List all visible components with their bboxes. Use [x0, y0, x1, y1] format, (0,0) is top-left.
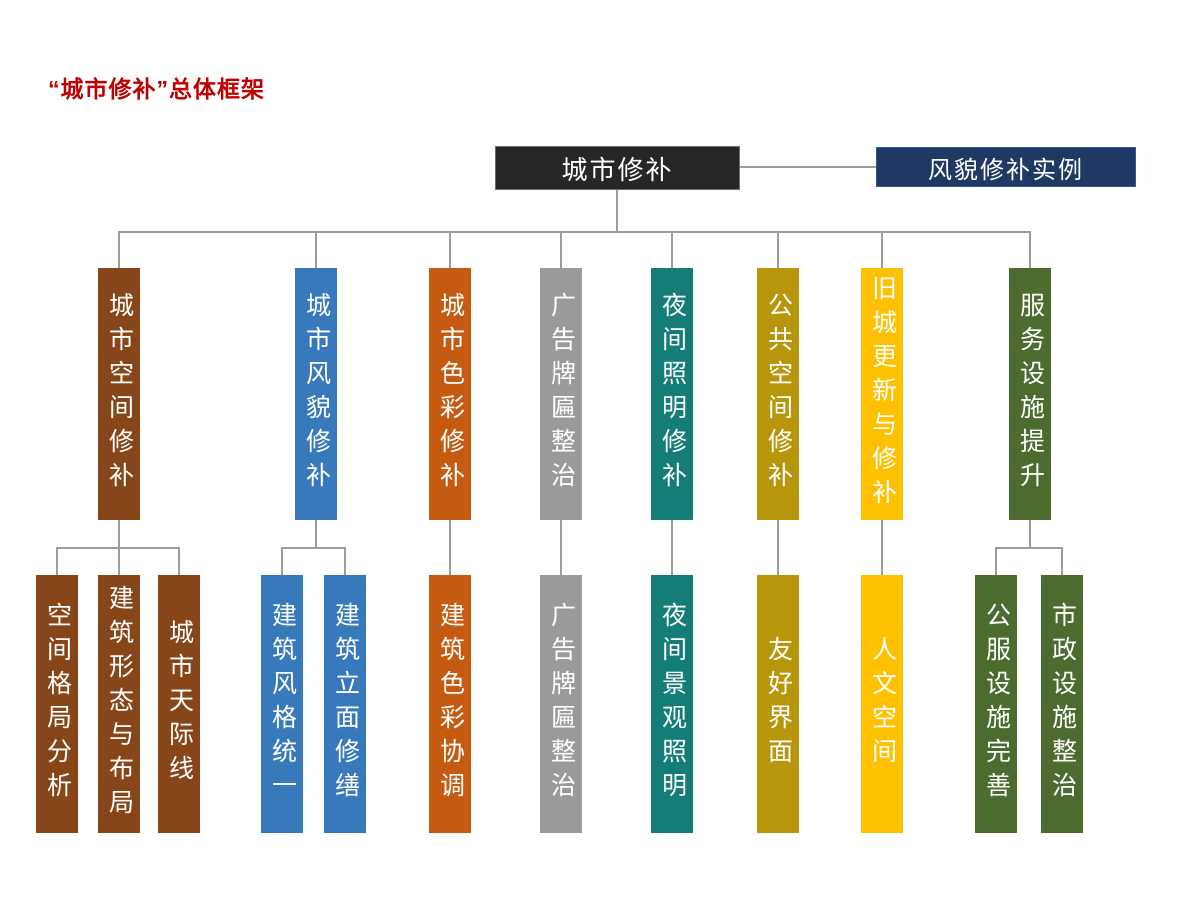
leaf-city-skyline: 城市天际线	[158, 575, 200, 833]
connector-drop	[671, 520, 673, 576]
connector-drop	[777, 520, 779, 576]
connector-drop	[777, 231, 779, 268]
connector-drop	[344, 547, 346, 576]
root-node: 城市修补	[495, 146, 740, 190]
connector-drop	[118, 520, 120, 549]
leaf-signboard-renovation: 广告牌匾整治	[540, 575, 582, 833]
branch-urban-color: 城市色彩修补	[429, 268, 471, 520]
branch-signboard: 广告牌匾整治	[540, 268, 582, 520]
branch-old-city-renewal: 旧城更新与修补	[861, 268, 903, 520]
connector-drop	[315, 520, 317, 549]
leaf-friendly-interface: 友好界面	[757, 575, 799, 833]
leaf-humanistic-space: 人文空间	[861, 575, 903, 833]
leaf-building-form-layout: 建筑形态与布局	[98, 575, 140, 833]
leaf-facade-repair: 建筑立面修缮	[324, 575, 366, 833]
connector-root-trunk	[616, 190, 618, 232]
leaf-building-style-unify: 建筑风格统一	[261, 575, 303, 833]
connector-drop	[560, 520, 562, 576]
connector-drop	[449, 231, 451, 268]
branch-urban-style: 城市风貌修补	[295, 268, 337, 520]
connector-drop	[56, 547, 58, 576]
connector-drop	[671, 231, 673, 268]
branch-night-lighting: 夜间照明修补	[651, 268, 693, 520]
connector-sub-rail	[281, 547, 346, 549]
connector-drop	[118, 547, 120, 576]
connector-sub-rail	[995, 547, 1062, 549]
connector-level1-rail	[118, 231, 1031, 233]
connector-drop	[178, 547, 180, 576]
leaf-public-service-improve: 公服设施完善	[975, 575, 1017, 833]
connector-root-side	[740, 166, 876, 168]
connector-drop	[118, 231, 120, 268]
connector-drop	[1061, 547, 1063, 576]
connector-drop	[881, 520, 883, 576]
connector-drop	[1029, 231, 1031, 268]
page-title: “城市修补”总体框架	[48, 76, 265, 102]
connector-drop	[1029, 520, 1031, 549]
connector-drop	[560, 231, 562, 268]
connector-drop	[449, 520, 451, 576]
connector-drop	[881, 231, 883, 268]
connector-drop	[281, 547, 283, 576]
leaf-spatial-pattern-analysis: 空间格局分析	[36, 575, 78, 833]
connector-drop	[995, 547, 997, 576]
leaf-building-color-harmony: 建筑色彩协调	[429, 575, 471, 833]
branch-urban-space: 城市空间修补	[98, 268, 140, 520]
leaf-night-landscape-lighting: 夜间景观照明	[651, 575, 693, 833]
branch-public-space: 公共空间修补	[757, 268, 799, 520]
connector-drop	[315, 231, 317, 268]
branch-service-facility: 服务设施提升	[1009, 268, 1051, 520]
side-node-example: 风貌修补实例	[876, 147, 1136, 187]
leaf-municipal-renovation: 市政设施整治	[1041, 575, 1083, 833]
